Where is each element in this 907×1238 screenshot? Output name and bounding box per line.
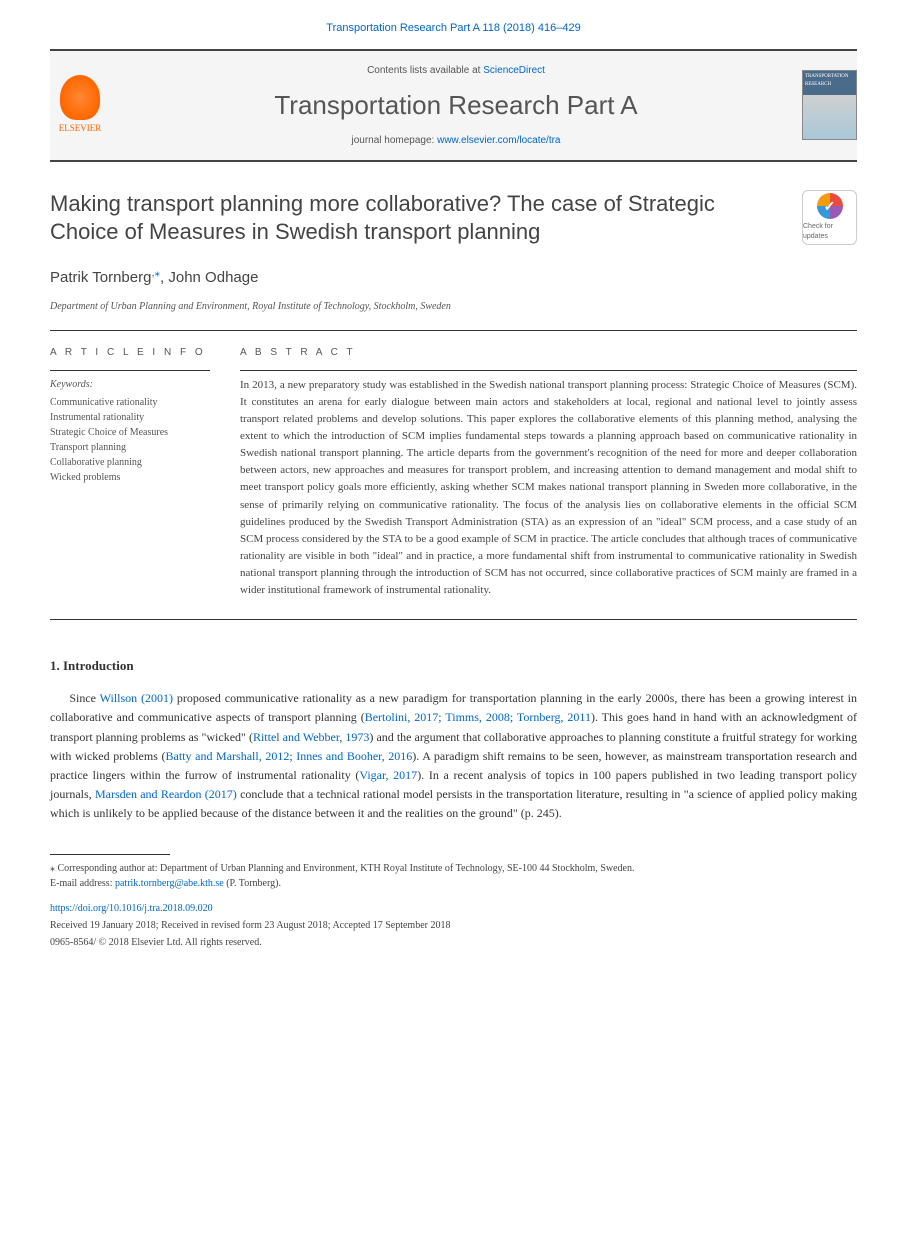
crossmark-icon bbox=[817, 193, 843, 219]
doi-link[interactable]: https://doi.org/10.1016/j.tra.2018.09.02… bbox=[50, 903, 213, 914]
journal-header: ELSEVIER Contents lists available at Sci… bbox=[50, 49, 857, 162]
article-info-label: A R T I C L E I N F O bbox=[50, 345, 210, 360]
citation-link[interactable]: Vigar, 2017 bbox=[359, 768, 417, 782]
corresponding-author-footnote: ⁎ Corresponding author at: Department of… bbox=[50, 861, 857, 876]
keywords-label: Keywords: bbox=[50, 377, 210, 392]
introduction-paragraph: Since Willson (2001) proposed communicat… bbox=[50, 689, 857, 823]
homepage-prefix: journal homepage: bbox=[351, 135, 437, 146]
keyword: Instrumental rationality bbox=[50, 410, 210, 425]
divider bbox=[50, 330, 857, 331]
section-heading-introduction: 1. Introduction bbox=[50, 656, 857, 676]
article-history: Received 19 January 2018; Received in re… bbox=[50, 918, 857, 933]
citation-link[interactable]: Willson (2001) bbox=[100, 691, 173, 705]
corresponding-author-mark: ,⁎ bbox=[151, 267, 160, 279]
corr-author-text: Corresponding author at: Department of U… bbox=[58, 863, 635, 874]
homepage-link[interactable]: www.elsevier.com/locate/tra bbox=[437, 135, 560, 146]
elsevier-logo: ELSEVIER bbox=[50, 70, 110, 140]
author-affiliation: Department of Urban Planning and Environ… bbox=[50, 299, 857, 314]
contents-available-line: Contents lists available at ScienceDirec… bbox=[126, 63, 786, 78]
elsevier-tree-icon bbox=[60, 75, 100, 120]
divider bbox=[50, 619, 857, 620]
citation-link[interactable]: Rittel and Webber, 1973 bbox=[253, 730, 369, 744]
keyword: Transport planning bbox=[50, 440, 210, 455]
author-list: Patrik Tornberg,⁎, John Odhage bbox=[50, 265, 857, 290]
abstract-column: A B S T R A C T In 2013, a new preparato… bbox=[240, 345, 857, 599]
article-info-column: A R T I C L E I N F O Keywords: Communic… bbox=[50, 345, 210, 599]
abstract-text: In 2013, a new preparatory study was est… bbox=[240, 377, 857, 599]
journal-citation: Transportation Research Part A 118 (2018… bbox=[50, 20, 857, 37]
doi-line: https://doi.org/10.1016/j.tra.2018.09.02… bbox=[50, 901, 857, 916]
keyword: Collaborative planning bbox=[50, 455, 210, 470]
abstract-label: A B S T R A C T bbox=[240, 345, 857, 360]
divider bbox=[50, 370, 210, 371]
meta-abstract-row: A R T I C L E I N F O Keywords: Communic… bbox=[50, 345, 857, 599]
keyword: Strategic Choice of Measures bbox=[50, 425, 210, 440]
homepage-line: journal homepage: www.elsevier.com/locat… bbox=[126, 133, 786, 148]
email-footnote: E-mail address: patrik.tornberg@abe.kth.… bbox=[50, 876, 857, 891]
body-text-span: Since bbox=[69, 691, 99, 705]
citation-link[interactable]: Bertolini, 2017; Timms, 2008; Tornberg, … bbox=[365, 710, 591, 724]
journal-cover-thumbnail: TRANSPORTATION RESEARCH bbox=[802, 70, 857, 140]
check-updates-label: Check for updates bbox=[803, 222, 856, 240]
keyword: Wicked problems bbox=[50, 470, 210, 485]
journal-title: Transportation Research Part A bbox=[126, 86, 786, 125]
article-title-row: Making transport planning more collabora… bbox=[50, 190, 857, 247]
divider bbox=[240, 370, 857, 371]
author-email-link[interactable]: patrik.tornberg@abe.kth.se bbox=[115, 878, 224, 889]
sciencedirect-link[interactable]: ScienceDirect bbox=[483, 65, 545, 76]
email-label: E-mail address: bbox=[50, 878, 112, 889]
header-center: Contents lists available at ScienceDirec… bbox=[126, 63, 786, 148]
citation-link[interactable]: Marsden and Reardon (2017) bbox=[95, 787, 237, 801]
author-name: Patrik Tornberg bbox=[50, 269, 151, 286]
contents-prefix: Contents lists available at bbox=[367, 65, 483, 76]
article-title: Making transport planning more collabora… bbox=[50, 190, 802, 247]
email-author-name: (P. Tornberg). bbox=[226, 878, 281, 889]
footnote-divider bbox=[50, 854, 170, 855]
copyright-line: 0965-8564/ © 2018 Elsevier Ltd. All righ… bbox=[50, 935, 857, 950]
keyword: Communicative rationality bbox=[50, 395, 210, 410]
check-for-updates-badge[interactable]: Check for updates bbox=[802, 190, 857, 245]
citation-link[interactable]: Batty and Marshall, 2012; Innes and Booh… bbox=[166, 749, 413, 763]
footnote-marker: ⁎ bbox=[50, 863, 55, 874]
author-name: John Odhage bbox=[168, 269, 258, 286]
publisher-name: ELSEVIER bbox=[59, 122, 102, 136]
